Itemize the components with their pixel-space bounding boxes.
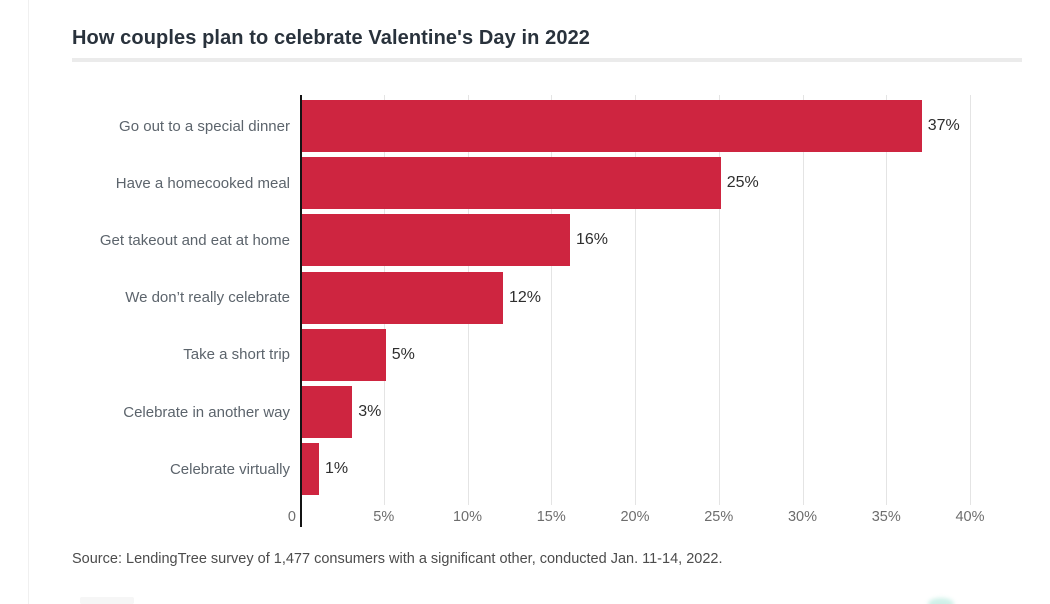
value-label: 25%: [726, 174, 759, 192]
category-label: Have a homecooked meal: [115, 174, 290, 192]
x-tick-label: 5%: [373, 509, 395, 525]
bar-1%: [302, 443, 319, 496]
value-label: 37%: [927, 117, 960, 134]
gridline-20: [635, 95, 636, 505]
value-label: 3%: [358, 403, 382, 420]
gridline-30: [802, 95, 804, 505]
bar-row: Have a homecooked meal 25%: [72, 157, 1022, 210]
cropped-logo-fragment: [80, 597, 134, 604]
x-tick-label: 30%: [787, 509, 818, 525]
page-edge-divider: [28, 0, 29, 604]
bar-row: Celebrate virtually 1%: [72, 443, 1022, 496]
gridline-40: [970, 95, 971, 505]
bar-25%: [302, 157, 721, 210]
cropped-logo-mark-teal: [928, 598, 954, 604]
bar-12%: [302, 271, 503, 324]
bar-row: Celebrate in another way 3%: [72, 386, 1022, 438]
x-tick-label: 35%: [871, 509, 901, 525]
value-label: 12%: [509, 288, 542, 306]
category-label: Go out to a special dinner: [119, 117, 290, 135]
chart-title: How couples plan to celebrate Valentine'…: [72, 27, 591, 50]
gridline-15: [551, 95, 553, 505]
x-tick-label: 20%: [620, 509, 650, 525]
title-divider: [72, 58, 1022, 62]
bar-chart: Go out to a special dinner 37% Have a home…: [72, 95, 1022, 535]
value-label: 5%: [391, 345, 415, 363]
x-tick-label: 10%: [452, 509, 483, 525]
x-tick-label: 15%: [536, 509, 566, 525]
y-axis-line: [300, 95, 302, 527]
source-note: Source: LendingTree survey of 1,477 cons…: [72, 551, 723, 567]
x-tick-label: 40%: [955, 509, 985, 525]
x-tick-label: 0: [287, 509, 296, 525]
category-label: Celebrate in another way: [123, 403, 290, 421]
category-label: Get takeout and eat at home: [99, 231, 290, 249]
bar-row: We don’t really celebrate 12%: [72, 271, 1022, 324]
bar-row: Take a short trip 5%: [72, 328, 1022, 381]
bar-16%: [302, 214, 570, 267]
bar-5%: [302, 328, 386, 381]
bar-3%: [302, 386, 353, 438]
value-label: 1%: [325, 460, 349, 478]
gridline-35: [886, 95, 888, 505]
bar-row: Get takeout and eat at home 16%: [72, 214, 1022, 267]
bar-row: Go out to a special dinner 37%: [72, 100, 1022, 152]
category-label: Take a short trip: [183, 346, 290, 364]
x-tick-label: 25%: [704, 509, 734, 525]
gridline-25: [718, 95, 720, 505]
category-label: Celebrate virtually: [169, 460, 290, 478]
bar-37%: [302, 100, 922, 152]
value-label: 16%: [576, 231, 609, 249]
category-label: We don’t really celebrate: [125, 289, 290, 307]
